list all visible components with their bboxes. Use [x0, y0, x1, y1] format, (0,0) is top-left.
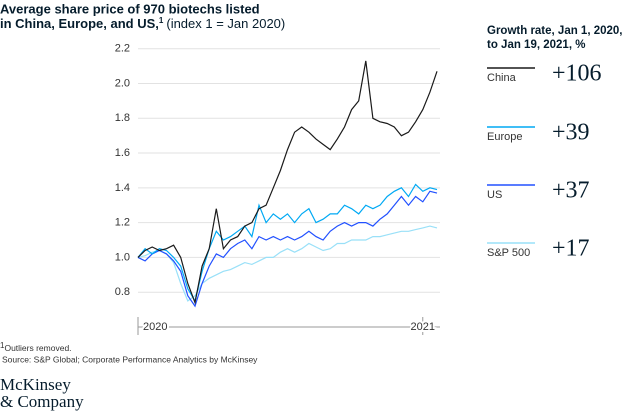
- x-tick-label: 2020: [143, 321, 167, 333]
- legend-label: US: [487, 189, 502, 201]
- footnote-text: Outliers removed.: [4, 343, 71, 353]
- growth-value: +17: [552, 236, 590, 262]
- growth-title: Growth rate, Jan 1, 2020,: [487, 25, 623, 37]
- y-tick-label: 2.0: [115, 77, 130, 89]
- footnote-ref: 1: [0, 341, 5, 350]
- growth-value: +106: [552, 61, 602, 87]
- y-tick-label: 1.8: [115, 112, 130, 124]
- series-line: [137, 183, 438, 303]
- y-tick-label: 0.8: [115, 286, 130, 298]
- x-tick-label: 2021: [411, 321, 435, 333]
- y-tick-label: 1.6: [115, 147, 130, 159]
- growth-title: to Jan 19, 2021, %: [487, 39, 585, 51]
- growth-value: +39: [552, 120, 590, 146]
- subtitle: (index 1 = Jan 2020): [166, 16, 285, 31]
- title-note: 1: [159, 16, 164, 25]
- series-line: [137, 225, 438, 302]
- legend-label: Europe: [487, 131, 522, 143]
- growth-value: +37: [552, 178, 590, 204]
- y-tick-label: 1.0: [115, 251, 130, 263]
- chart-title: in China, Europe, and US,: [0, 16, 159, 31]
- chart-title-line: in China, Europe, and US,1 (index 1 = Jan…: [0, 16, 285, 31]
- series-line: [137, 190, 438, 308]
- y-tick-label: 1.4: [115, 182, 130, 194]
- y-tick-label: 2.2: [115, 43, 130, 55]
- legend-label: China: [487, 72, 517, 84]
- y-tick-label: 1.2: [115, 217, 130, 229]
- legend-label: S&P 500: [487, 247, 530, 259]
- footnote: 1Outliers removed.: [0, 341, 72, 353]
- logo: & Company: [0, 392, 84, 411]
- series-line: [137, 60, 438, 305]
- chart-title: Average share price of 970 biotechs list…: [0, 1, 260, 16]
- source: Source: S&P Global; Corporate Performanc…: [2, 354, 258, 364]
- logo: McKinsey: [0, 375, 71, 394]
